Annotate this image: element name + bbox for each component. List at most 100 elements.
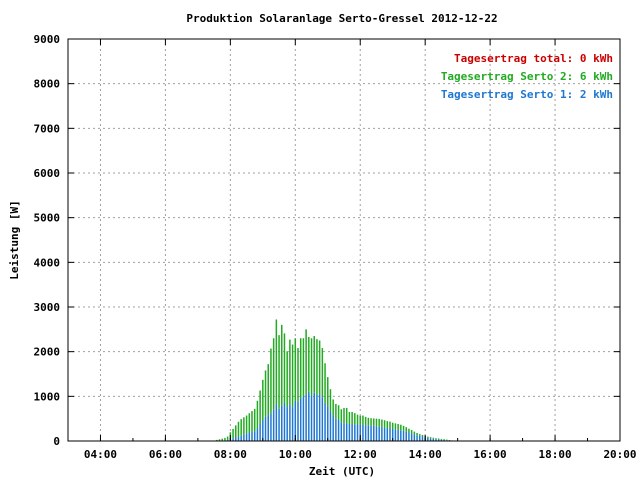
y-axis-tick-labels: 0 1000 2000 3000 4000 5000 6000 7000 8000 9000 xyxy=(34,33,61,448)
bar-serto-1 xyxy=(400,430,402,441)
bar-serto-2 xyxy=(316,339,318,395)
bar-serto-1 xyxy=(329,411,332,441)
bar-serto-2 xyxy=(245,415,248,434)
bar-serto-1 xyxy=(297,401,299,441)
x-tick-label: 16:00 xyxy=(474,448,507,461)
bar-serto-1 xyxy=(440,439,443,441)
bar-serto-1 xyxy=(419,435,421,441)
plot-frame xyxy=(67,38,621,442)
bar-serto-1 xyxy=(408,432,410,441)
bar-serto-2 xyxy=(386,421,389,429)
bar-serto-2 xyxy=(308,336,310,392)
bar-serto-1 xyxy=(386,428,389,441)
x-tick-label: 04:00 xyxy=(84,448,117,461)
bar-serto-2 xyxy=(381,419,383,428)
y-tick-label: 6000 xyxy=(34,167,61,180)
bar-serto-1 xyxy=(373,425,375,441)
bar-serto-2 xyxy=(410,430,413,434)
bar-serto-2 xyxy=(253,408,256,432)
bar-serto-1 xyxy=(324,403,326,441)
bar-serto-2 xyxy=(378,418,380,427)
bar-serto-1 xyxy=(275,404,278,441)
bar-serto-1 xyxy=(405,431,407,441)
bar-serto-2 xyxy=(291,344,294,408)
bar-serto-2 xyxy=(299,338,302,399)
bar-serto-1 xyxy=(427,437,429,441)
y-tick-label: 5000 xyxy=(34,212,61,225)
bar-serto-1 xyxy=(286,407,288,441)
bar-serto-2 xyxy=(256,400,259,429)
bar-serto-2 xyxy=(297,348,299,402)
bar-serto-2 xyxy=(289,339,291,405)
bar-serto-2 xyxy=(248,413,251,433)
bar-serto-1 xyxy=(397,429,399,441)
bar-serto-1 xyxy=(340,422,343,441)
bar-serto-2 xyxy=(367,417,370,426)
bar-serto-1 xyxy=(421,436,424,441)
bar-serto-2 xyxy=(243,417,245,435)
bar-serto-2 xyxy=(362,415,364,425)
bar-serto-1 xyxy=(272,409,275,441)
bar-serto-2 xyxy=(232,428,234,439)
bar-serto-1 xyxy=(248,432,251,441)
bar-serto-2 xyxy=(391,422,394,429)
bar-serto-1 xyxy=(259,424,261,441)
bar-serto-2 xyxy=(419,434,421,436)
bar-serto-1 xyxy=(383,427,386,441)
bar-serto-2 xyxy=(237,421,240,437)
y-tick-label: 0 xyxy=(53,435,60,448)
bar-serto-1 xyxy=(332,415,334,441)
y-tick-label: 1000 xyxy=(34,390,61,403)
bar-serto-1 xyxy=(318,394,321,441)
bar-serto-1 xyxy=(348,424,351,441)
bar-serto-2 xyxy=(251,411,253,433)
bar-serto-2 xyxy=(348,411,351,425)
bar-serto-1 xyxy=(232,438,234,441)
x-axis-label: Zeit (UTC) xyxy=(309,465,375,478)
bar-serto-1 xyxy=(226,439,229,441)
bar-serto-2 xyxy=(329,389,332,412)
bar-serto-1 xyxy=(313,392,315,441)
y-tick-label: 2000 xyxy=(34,346,61,359)
bar-serto-2 xyxy=(345,407,348,424)
bar-serto-2 xyxy=(259,390,261,425)
bar-serto-2 xyxy=(278,335,280,409)
bar-serto-1 xyxy=(278,408,280,441)
x-axis-tick-labels: 04:00 06:00 08:00 10:00 12:00 14:00 16:00 18:00… xyxy=(84,448,637,461)
bar-serto-2 xyxy=(389,421,391,429)
bar-serto-1 xyxy=(429,438,432,441)
bar-serto-2 xyxy=(226,436,229,440)
bar-serto-1 xyxy=(437,439,440,441)
bar-serto-1 xyxy=(367,425,370,441)
bar-serto-2 xyxy=(408,428,410,433)
bar-serto-2 xyxy=(218,439,221,441)
bar-serto-1 xyxy=(237,436,240,441)
bar-serto-2 xyxy=(427,436,429,438)
bar-serto-2 xyxy=(375,418,378,427)
bar-serto-1 xyxy=(305,394,307,441)
bar-serto-1 xyxy=(283,402,286,441)
bar-serto-1 xyxy=(264,416,267,441)
chart-title: Produktion Solaranlage Serto-Gressel 201… xyxy=(186,12,497,25)
y-tick-label: 8000 xyxy=(34,78,61,91)
bar-serto-2 xyxy=(224,437,226,441)
bar-serto-1 xyxy=(359,424,361,441)
bar-serto-1 xyxy=(410,433,413,441)
bar-serto-1 xyxy=(235,437,237,441)
bar-serto-2 xyxy=(270,348,272,414)
bar-serto-1 xyxy=(356,424,359,441)
bar-serto-1 xyxy=(435,439,437,441)
bar-serto-1 xyxy=(394,429,397,441)
bar-serto-2 xyxy=(351,411,353,425)
bar-serto-1 xyxy=(240,435,242,441)
bar-serto-2 xyxy=(275,319,278,405)
bar-serto-1 xyxy=(243,434,245,441)
bar-serto-2 xyxy=(337,405,340,421)
bar-serto-2 xyxy=(373,418,375,426)
bar-serto-1 xyxy=(302,396,305,441)
bar-serto-2 xyxy=(321,348,324,398)
x-tick-label: 12:00 xyxy=(344,448,377,461)
bar-serto-1 xyxy=(310,395,313,441)
